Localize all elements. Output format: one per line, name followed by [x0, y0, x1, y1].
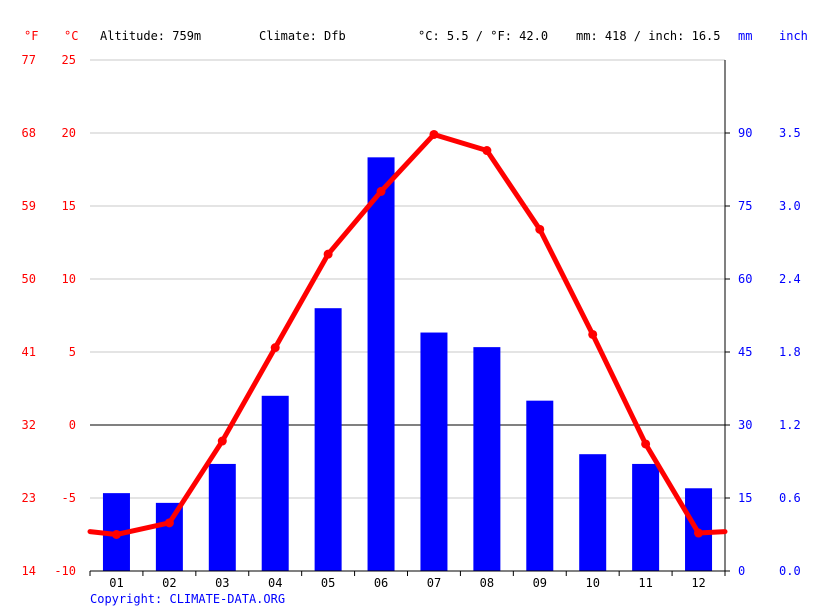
precipitation-bar	[367, 157, 395, 572]
month-label: 02	[162, 576, 176, 590]
precipitation-bar	[420, 332, 448, 571]
precipitation-bar	[579, 454, 607, 571]
fahrenheit-tick-label: 23	[22, 491, 36, 505]
inch-tick-label: 0.6	[779, 491, 801, 505]
mm-tick-label: 0	[738, 564, 745, 578]
mm-unit-label: mm	[738, 29, 752, 43]
copyright-link[interactable]: Copyright: CLIMATE-DATA.ORG	[90, 592, 285, 606]
inch-tick-label: 3.5	[779, 126, 801, 140]
temperature-series-line	[87, 131, 728, 537]
month-label: 06	[374, 576, 388, 590]
grid-lines	[90, 59, 725, 499]
climate-label: Climate: Dfb	[259, 29, 346, 43]
temperature-point	[270, 343, 280, 353]
temperature-point	[482, 146, 492, 156]
fahrenheit-tick-label: 41	[22, 345, 36, 359]
inch-tick-label: 3.0	[779, 199, 801, 213]
inch-tick-label: 1.2	[779, 418, 801, 432]
temperature-point	[323, 249, 333, 259]
celsius-tick-label: 5	[69, 345, 76, 359]
month-label: 11	[638, 576, 652, 590]
mm-tick-label: 15	[738, 491, 752, 505]
celsius-tick-label: 25	[62, 53, 76, 67]
total-precipitation-label: mm: 418 / inch: 16.5	[576, 29, 721, 43]
month-label: 12	[691, 576, 705, 590]
inch-unit-label: inch	[779, 29, 808, 43]
month-label: 07	[427, 576, 441, 590]
mm-tick-label: 90	[738, 126, 752, 140]
month-label: 09	[533, 576, 547, 590]
temperature-point	[535, 224, 545, 234]
fahrenheit-tick-label: 77	[22, 53, 36, 67]
temperature-point	[694, 528, 704, 538]
fahrenheit-tick-label: 68	[22, 126, 36, 140]
month-label: 03	[215, 576, 229, 590]
inch-tick-label: 1.8	[779, 345, 801, 359]
temperature-line	[87, 129, 728, 539]
temperature-point	[588, 329, 598, 339]
mm-tick-label: 60	[738, 272, 752, 286]
temperature-point	[641, 439, 651, 449]
celsius-tick-label: -10	[54, 564, 76, 578]
month-label: 01	[109, 576, 123, 590]
celsius-tick-label: 0	[69, 418, 76, 432]
precipitation-bar	[526, 400, 554, 571]
mm-tick-label: 45	[738, 345, 752, 359]
precipitation-bar	[473, 347, 501, 571]
temperature-point	[111, 530, 121, 539]
fahrenheit-tick-label: 59	[22, 199, 36, 213]
celsius-tick-label: 20	[62, 126, 76, 140]
month-label: 10	[585, 576, 599, 590]
fahrenheit-tick-label: 14	[22, 564, 36, 578]
celsius-tick-label: 15	[62, 199, 76, 213]
mm-tick-label: 30	[738, 418, 752, 432]
celsius-tick-label: -5	[62, 491, 76, 505]
month-label: 08	[480, 576, 494, 590]
temperature-point	[429, 129, 439, 139]
month-label: 04	[268, 576, 282, 590]
precipitation-bar	[155, 502, 183, 571]
fahrenheit-tick-label: 50	[22, 272, 36, 286]
precipitation-bar	[314, 308, 342, 571]
precipitation-bars	[102, 157, 713, 572]
inch-tick-label: 0.0	[779, 564, 801, 578]
precipitation-bar	[208, 463, 236, 571]
temperature-point	[376, 186, 386, 196]
mm-tick-label: 75	[738, 199, 752, 213]
temperature-point	[217, 436, 227, 446]
fahrenheit-tick-label: 32	[22, 418, 36, 432]
fahrenheit-unit-label: °F	[24, 29, 38, 43]
altitude-label: Altitude: 759m	[100, 29, 201, 43]
copyright-text[interactable]: Copyright: CLIMATE-DATA.ORG	[90, 592, 285, 606]
temperature-point	[164, 518, 174, 528]
precipitation-bar	[632, 463, 660, 571]
month-label: 05	[321, 576, 335, 590]
precipitation-bar	[261, 395, 289, 571]
avg-temperature-label: °C: 5.5 / °F: 42.0	[418, 29, 548, 43]
axes	[89, 60, 730, 576]
inch-tick-label: 2.4	[779, 272, 801, 286]
celsius-unit-label: °C	[64, 29, 78, 43]
celsius-tick-label: 10	[62, 272, 76, 286]
